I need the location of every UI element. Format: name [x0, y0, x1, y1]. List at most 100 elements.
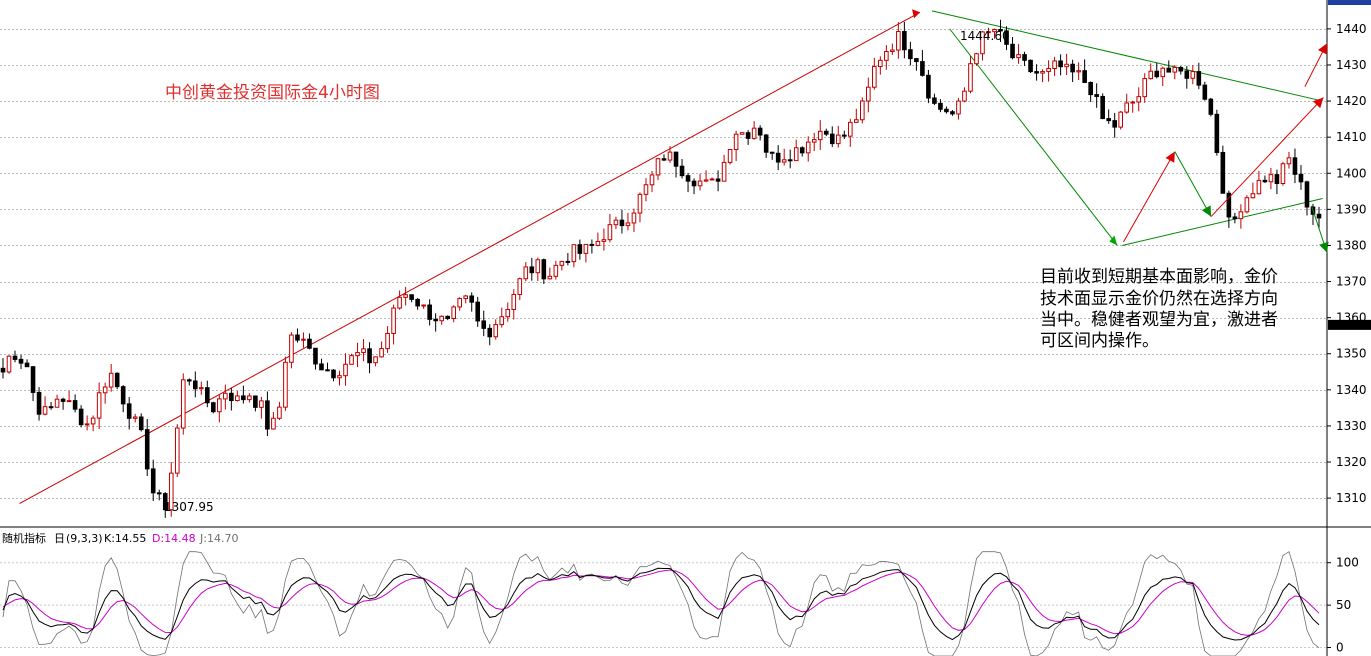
note-line: 技术面显示金价仍然在选择方向	[1040, 289, 1278, 309]
candle-body	[763, 134, 769, 153]
candle-body	[619, 219, 625, 227]
candle-body	[745, 132, 751, 139]
candle-body	[902, 31, 907, 51]
candle-body	[427, 304, 432, 320]
price-tick-label: 1310	[1336, 491, 1367, 505]
candle-body	[1166, 67, 1172, 73]
candle-body	[54, 398, 60, 408]
candle-body	[385, 332, 390, 350]
indicator-tick-label: 50	[1336, 598, 1351, 612]
candle-body	[565, 260, 571, 263]
candle-body	[126, 403, 132, 419]
candle-body	[1064, 63, 1069, 68]
candle-body	[1172, 66, 1178, 73]
candle-body	[505, 309, 511, 318]
note-line: 可区间内操作。	[1040, 331, 1159, 351]
candle-body	[884, 51, 889, 61]
candle-body	[860, 100, 865, 121]
j-line	[2, 551, 1320, 656]
price-tick-label: 1440	[1336, 22, 1367, 36]
note-line: 当中。稳健者观望为宜，激进者	[1040, 310, 1278, 330]
candle-body	[391, 307, 396, 334]
candle-body	[667, 151, 673, 161]
candle-body	[998, 28, 1003, 32]
candle-body	[787, 159, 793, 162]
candle-body	[1082, 70, 1087, 83]
candle-body	[355, 352, 360, 357]
candle-body	[1052, 60, 1057, 70]
candle-body	[114, 372, 120, 388]
candle-body	[721, 161, 727, 182]
candle-body	[102, 386, 108, 394]
candle-body	[1022, 54, 1027, 61]
trendline-arrowhead	[1109, 235, 1118, 246]
candle-body	[637, 193, 643, 214]
candle-body	[1016, 54, 1021, 59]
candle-body	[1058, 60, 1063, 68]
candle-body	[679, 165, 685, 177]
candle-body	[349, 355, 354, 365]
trendline	[931, 10, 1323, 102]
candle-body	[1262, 179, 1268, 183]
candle-body	[1196, 71, 1202, 86]
candle-body	[511, 293, 517, 311]
candle-body	[1184, 70, 1190, 79]
candle-body	[1088, 81, 1093, 96]
candle-body	[223, 392, 228, 400]
top-price-marker	[1328, 0, 1371, 5]
candle-body	[1292, 157, 1298, 175]
trendline	[19, 11, 921, 504]
candle-body	[307, 338, 312, 349]
candle-body	[835, 134, 841, 145]
candle-body	[301, 338, 306, 341]
candle-body	[878, 59, 883, 68]
candle-body	[1046, 68, 1051, 73]
high-price-label: 1444.60	[960, 29, 1010, 43]
candle-body	[1280, 163, 1286, 184]
candle-body	[799, 147, 805, 154]
candle-body	[6, 355, 12, 373]
candle-body	[1298, 173, 1304, 183]
candle-body	[583, 243, 589, 254]
candle-body	[475, 301, 481, 322]
arrow-head	[1312, 97, 1324, 109]
candle-body	[589, 243, 595, 246]
candle-body	[1238, 211, 1244, 220]
candle-body	[553, 264, 559, 277]
candle-body	[715, 178, 721, 182]
price-tick-label: 1320	[1336, 455, 1367, 469]
candle-body	[523, 266, 529, 280]
candle-body	[283, 361, 288, 408]
candle-body	[691, 180, 697, 187]
candle-body	[908, 49, 913, 60]
candle-body	[673, 151, 679, 167]
candle-body	[319, 363, 324, 371]
arrow-shaft	[1123, 151, 1176, 243]
trendlines	[19, 9, 1323, 504]
candle-body	[661, 158, 667, 161]
candle-body	[144, 429, 150, 470]
stochastic-indicator: 0 50 100	[0, 551, 1359, 656]
candle-body	[950, 111, 955, 115]
indicator-period: 日	[54, 532, 65, 545]
candle-body	[595, 240, 601, 246]
candle-body	[277, 406, 282, 419]
candle-body	[649, 174, 655, 186]
candle-body	[271, 417, 276, 430]
candle-body	[1274, 174, 1280, 184]
candle-body	[1094, 94, 1099, 97]
candle-body	[727, 149, 733, 163]
candle-body	[235, 395, 240, 402]
price-tick-label: 1400	[1336, 166, 1367, 180]
candle-body	[1076, 70, 1081, 73]
candle-body	[607, 224, 613, 241]
candle-body	[451, 306, 456, 319]
candle-body	[541, 259, 547, 280]
candle-body	[457, 298, 462, 308]
candle-body	[1226, 192, 1232, 218]
low-price-label: 1307.95	[164, 500, 214, 514]
candle-body	[697, 180, 703, 187]
candle-body	[36, 391, 42, 415]
candle-body	[487, 327, 493, 338]
